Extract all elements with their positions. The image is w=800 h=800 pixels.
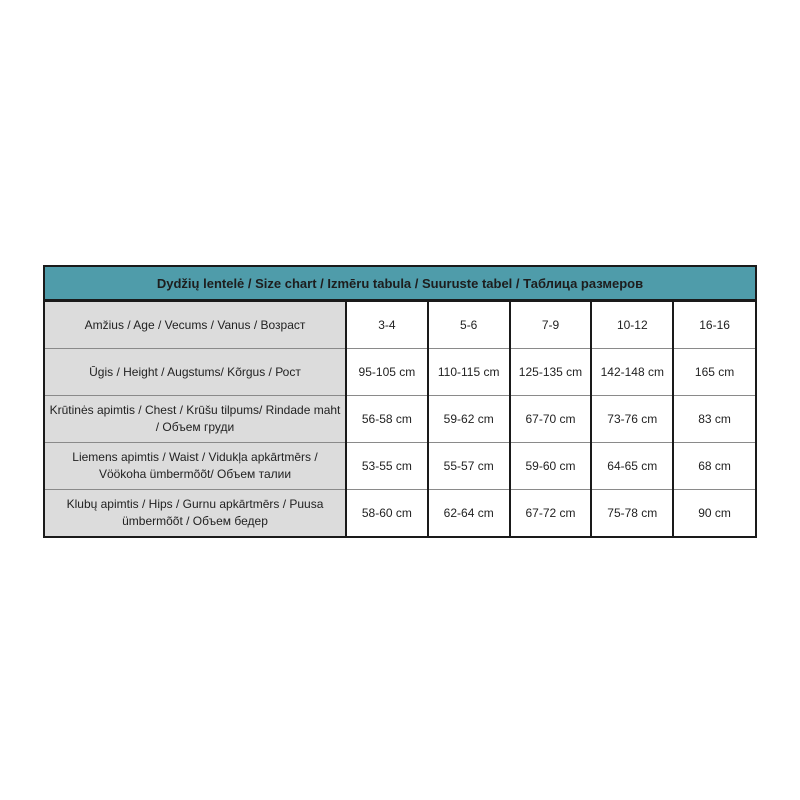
table-cell: 68 cm [672,442,755,490]
table-cell: 90 cm [672,489,755,536]
table-cell: 165 cm [672,348,755,396]
size-chart: Dydžių lentelė / Size chart / Izmēru tab… [43,265,757,538]
row-label: Krūtinės apimtis / Chest / Krūšu tilpums… [45,395,346,443]
table-cell: 7-9 [508,302,592,349]
table-cell: 59-60 cm [508,442,592,490]
table-cell: 10-12 [590,302,674,349]
table-row-age: Amžius / Age / Vecums / Vanus / Возраст 3… [45,302,755,349]
table-cell: 67-72 cm [508,489,592,536]
size-chart-title: Dydžių lentelė / Size chart / Izmēru tab… [45,267,755,302]
table-cell: 5-6 [426,302,510,349]
table-cell: 125-135 cm [508,348,592,396]
table-cell: 67-70 cm [508,395,592,443]
table-cell: 142-148 cm [590,348,674,396]
table-cell: 83 cm [672,395,755,443]
table-cell: 62-64 cm [426,489,510,536]
row-label: Ūgis / Height / Augstums/ Kõrgus / Рост [45,348,346,396]
size-table: Amžius / Age / Vecums / Vanus / Возраст 3… [45,302,755,536]
table-cell: 75-78 cm [590,489,674,536]
table-row-waist: Liemens apimtis / Waist / Vidukļa apkārt… [45,442,755,490]
table-cell: 73-76 cm [590,395,674,443]
table-cell: 16-16 [672,302,755,349]
table-row-height: Ūgis / Height / Augstums/ Kõrgus / Рост 9… [45,348,755,396]
table-row-hips: Klubų apimtis / Hips / Gurnu apkārtmērs … [45,489,755,536]
row-label: Klubų apimtis / Hips / Gurnu apkārtmērs … [45,489,346,536]
table-cell: 53-55 cm [345,442,428,490]
row-label: Amžius / Age / Vecums / Vanus / Возраст [45,302,346,349]
table-cell: 64-65 cm [590,442,674,490]
table-cell: 3-4 [345,302,428,349]
table-cell: 58-60 cm [345,489,428,536]
table-row-chest: Krūtinės apimtis / Chest / Krūšu tilpums… [45,395,755,443]
table-cell: 55-57 cm [426,442,510,490]
table-cell: 110-115 cm [426,348,510,396]
table-cell: 59-62 cm [426,395,510,443]
row-label: Liemens apimtis / Waist / Vidukļa apkārt… [45,442,346,490]
table-cell: 56-58 cm [345,395,428,443]
table-cell: 95-105 cm [345,348,428,396]
